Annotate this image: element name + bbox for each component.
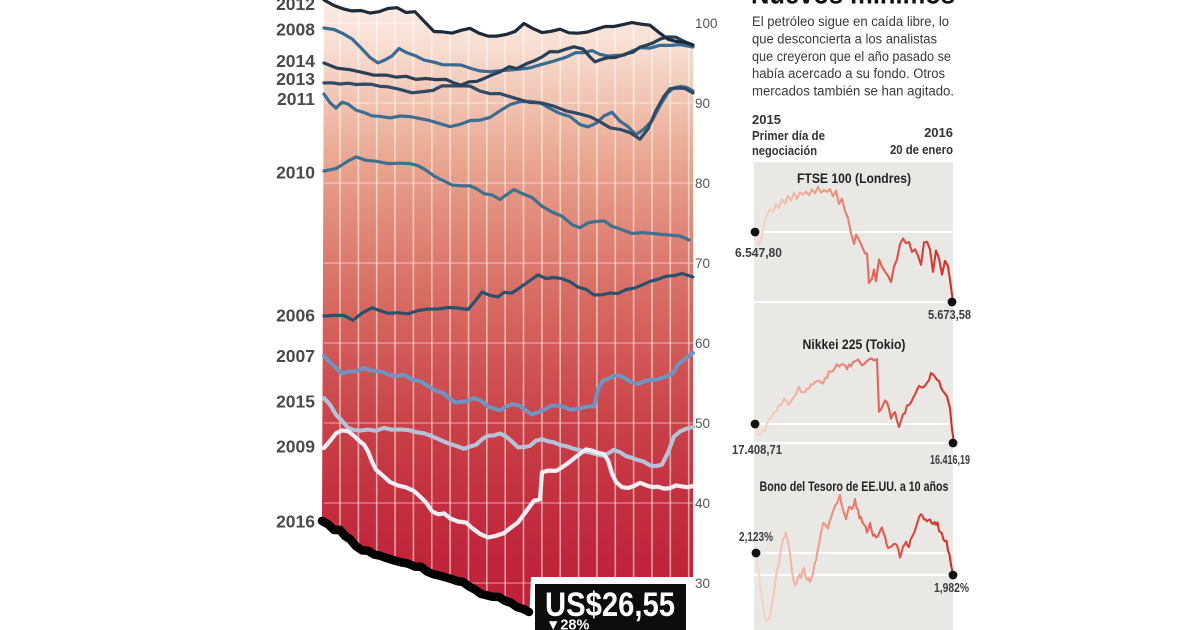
svg-text:2010: 2010 <box>276 163 315 183</box>
svg-text:▼28%: ▼28% <box>546 618 589 630</box>
svg-text:16.416,19: 16.416,19 <box>930 452 970 467</box>
svg-text:El petróleo sigue en caída lib: El petróleo sigue en caída libre, lo <box>752 14 949 29</box>
svg-text:2015: 2015 <box>276 392 315 412</box>
svg-text:2015: 2015 <box>752 112 781 127</box>
svg-text:Nikkei 225 (Tokio): Nikkei 225 (Tokio) <box>803 337 906 352</box>
svg-text:2007: 2007 <box>276 346 315 366</box>
svg-text:1,982%: 1,982% <box>934 580 969 595</box>
svg-text:Bono del Tesoro de EE.UU. a 10: Bono del Tesoro de EE.UU. a 10 años <box>760 479 949 494</box>
svg-text:40: 40 <box>695 496 710 511</box>
svg-text:2009: 2009 <box>276 437 315 457</box>
svg-text:había acercado a su fondo. Otr: había acercado a su fondo. Otros <box>752 66 945 81</box>
svg-text:90: 90 <box>695 96 710 111</box>
svg-text:50: 50 <box>695 416 710 431</box>
svg-text:100: 100 <box>695 16 718 31</box>
svg-text:6.547,80: 6.547,80 <box>735 245 782 260</box>
svg-text:2016: 2016 <box>276 512 315 532</box>
svg-text:2013: 2013 <box>276 69 315 89</box>
svg-text:negociación: negociación <box>752 144 817 158</box>
svg-text:Primer día de: Primer día de <box>752 129 825 143</box>
svg-text:2014: 2014 <box>276 51 315 71</box>
svg-text:60: 60 <box>695 336 710 351</box>
svg-text:20 de enero: 20 de enero <box>890 143 953 157</box>
svg-text:2008: 2008 <box>276 20 315 40</box>
svg-text:2,123%: 2,123% <box>739 529 773 544</box>
svg-text:80: 80 <box>695 176 710 191</box>
svg-text:2012: 2012 <box>276 0 315 14</box>
svg-text:que desconcierta a los analist: que desconcierta a los analistas <box>752 31 937 46</box>
svg-text:FTSE 100 (Londres): FTSE 100 (Londres) <box>797 171 911 186</box>
svg-text:2016: 2016 <box>924 125 953 140</box>
svg-text:5.673,58: 5.673,58 <box>928 307 971 322</box>
svg-text:30: 30 <box>695 576 710 591</box>
svg-text:US$26,55: US$26,55 <box>545 586 675 624</box>
svg-text:70: 70 <box>695 256 710 271</box>
svg-text:17.408,71: 17.408,71 <box>732 442 782 457</box>
svg-text:que creyeron que el año pasado: que creyeron que el año pasado se <box>752 49 951 64</box>
svg-text:mercados también se han agitad: mercados también se han agitado. <box>752 84 954 99</box>
svg-text:Nuevos mínimos: Nuevos mínimos <box>751 0 955 11</box>
svg-text:2011: 2011 <box>277 89 315 109</box>
svg-text:2006: 2006 <box>276 306 315 326</box>
